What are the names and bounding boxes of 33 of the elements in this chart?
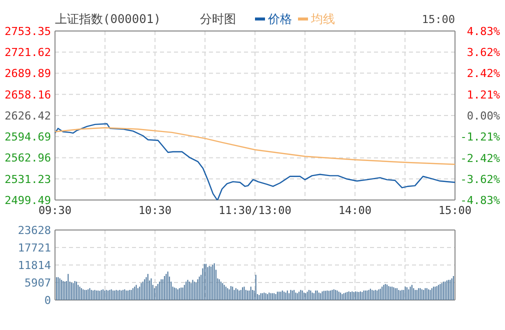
y-tick-label: 11814	[18, 259, 52, 272]
text: -3.62%	[460, 172, 500, 186]
y-tick-label: 2562.96	[4, 152, 51, 165]
y-tick-label: 5907	[24, 276, 51, 290]
text: 4.83%	[466, 25, 500, 38]
text: 15:00	[422, 13, 455, 26]
text: -1.21%	[460, 130, 500, 144]
y-tick-label: 2753.35	[4, 25, 51, 38]
chart-subtitle: 分时图	[200, 12, 236, 26]
text: 2.42%	[466, 67, 500, 80]
text: 1.21%	[466, 88, 500, 102]
text: -2.42%	[460, 152, 500, 165]
x-tick-label: 15:00	[438, 204, 472, 217]
y-tick-label: 2594.69	[4, 130, 51, 144]
x-tick-label: 11:30/13:00	[218, 204, 292, 217]
text: 0.00%	[466, 110, 500, 122]
x-tick-label: 09:30	[38, 204, 72, 217]
legend-label: 价格	[267, 12, 292, 26]
y-tick-label: 2721.62	[4, 46, 51, 60]
y-tick-label: 2499.49	[4, 194, 51, 207]
text: -4.83%	[460, 194, 500, 207]
x-tick-label: 14:00	[338, 204, 372, 217]
y-tick-label: 0	[44, 294, 51, 307]
y-tick-label: 2689.89	[4, 67, 51, 80]
legend-label: 均线	[310, 12, 335, 26]
text: 3.62%	[466, 46, 500, 60]
y-tick-label: 2626.42	[4, 110, 51, 122]
y-tick-label: 23628	[18, 224, 51, 237]
x-tick-label: 10:30	[138, 204, 172, 217]
y-tick-label: 2658.16	[4, 88, 51, 102]
y-tick-label: 17721	[18, 242, 51, 254]
chart-title: 上证指数(000001)	[55, 12, 161, 26]
y-tick-label: 2531.23	[4, 172, 51, 186]
